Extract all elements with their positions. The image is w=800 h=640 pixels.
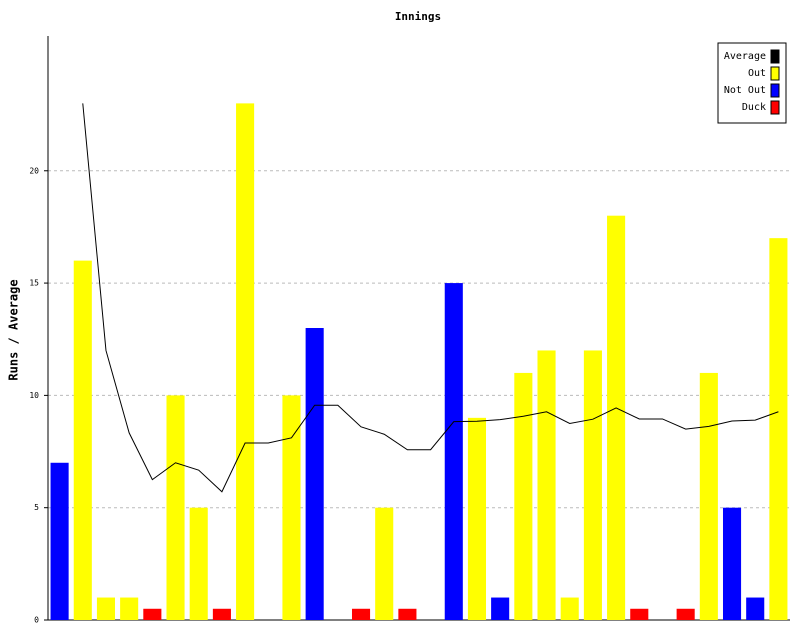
bar xyxy=(630,608,649,620)
y-tick-label: 20 xyxy=(29,166,39,175)
bar xyxy=(305,328,324,620)
bar xyxy=(120,597,139,620)
bar xyxy=(769,238,788,620)
bar xyxy=(282,395,301,620)
y-tick-label: 15 xyxy=(29,279,39,288)
y-tick-label: 5 xyxy=(34,503,39,512)
bar xyxy=(537,350,556,620)
bar xyxy=(676,608,695,620)
bar xyxy=(398,608,417,620)
legend-label: Out xyxy=(748,68,766,79)
bar xyxy=(212,608,231,620)
y-tick-label: 10 xyxy=(29,391,39,400)
bar xyxy=(746,597,765,620)
bar xyxy=(560,597,579,620)
legend-swatch xyxy=(770,83,780,98)
bar xyxy=(351,608,371,620)
average-line xyxy=(82,103,779,493)
legend-label: Duck xyxy=(742,102,766,113)
bar xyxy=(699,372,718,620)
legend-swatch xyxy=(770,100,780,115)
bar xyxy=(143,608,162,620)
bar xyxy=(607,215,626,620)
bar xyxy=(50,462,69,620)
bar xyxy=(375,507,394,620)
bar xyxy=(189,507,208,620)
bar xyxy=(467,417,487,620)
legend-swatch xyxy=(770,49,780,64)
bar xyxy=(722,507,742,620)
bar xyxy=(583,350,602,620)
bar xyxy=(514,372,533,620)
legend-swatch xyxy=(770,66,780,81)
bar xyxy=(73,260,92,620)
bar xyxy=(491,597,510,620)
bar xyxy=(444,283,463,620)
y-axis-label: Runs / Average xyxy=(7,279,21,380)
bar xyxy=(236,103,255,620)
legend-label: Average xyxy=(724,51,766,62)
y-tick-label: 0 xyxy=(34,616,39,625)
legend-label: Not Out xyxy=(724,85,766,96)
bar xyxy=(166,395,185,620)
chart-title: Innings xyxy=(395,10,441,23)
bar xyxy=(96,597,116,620)
